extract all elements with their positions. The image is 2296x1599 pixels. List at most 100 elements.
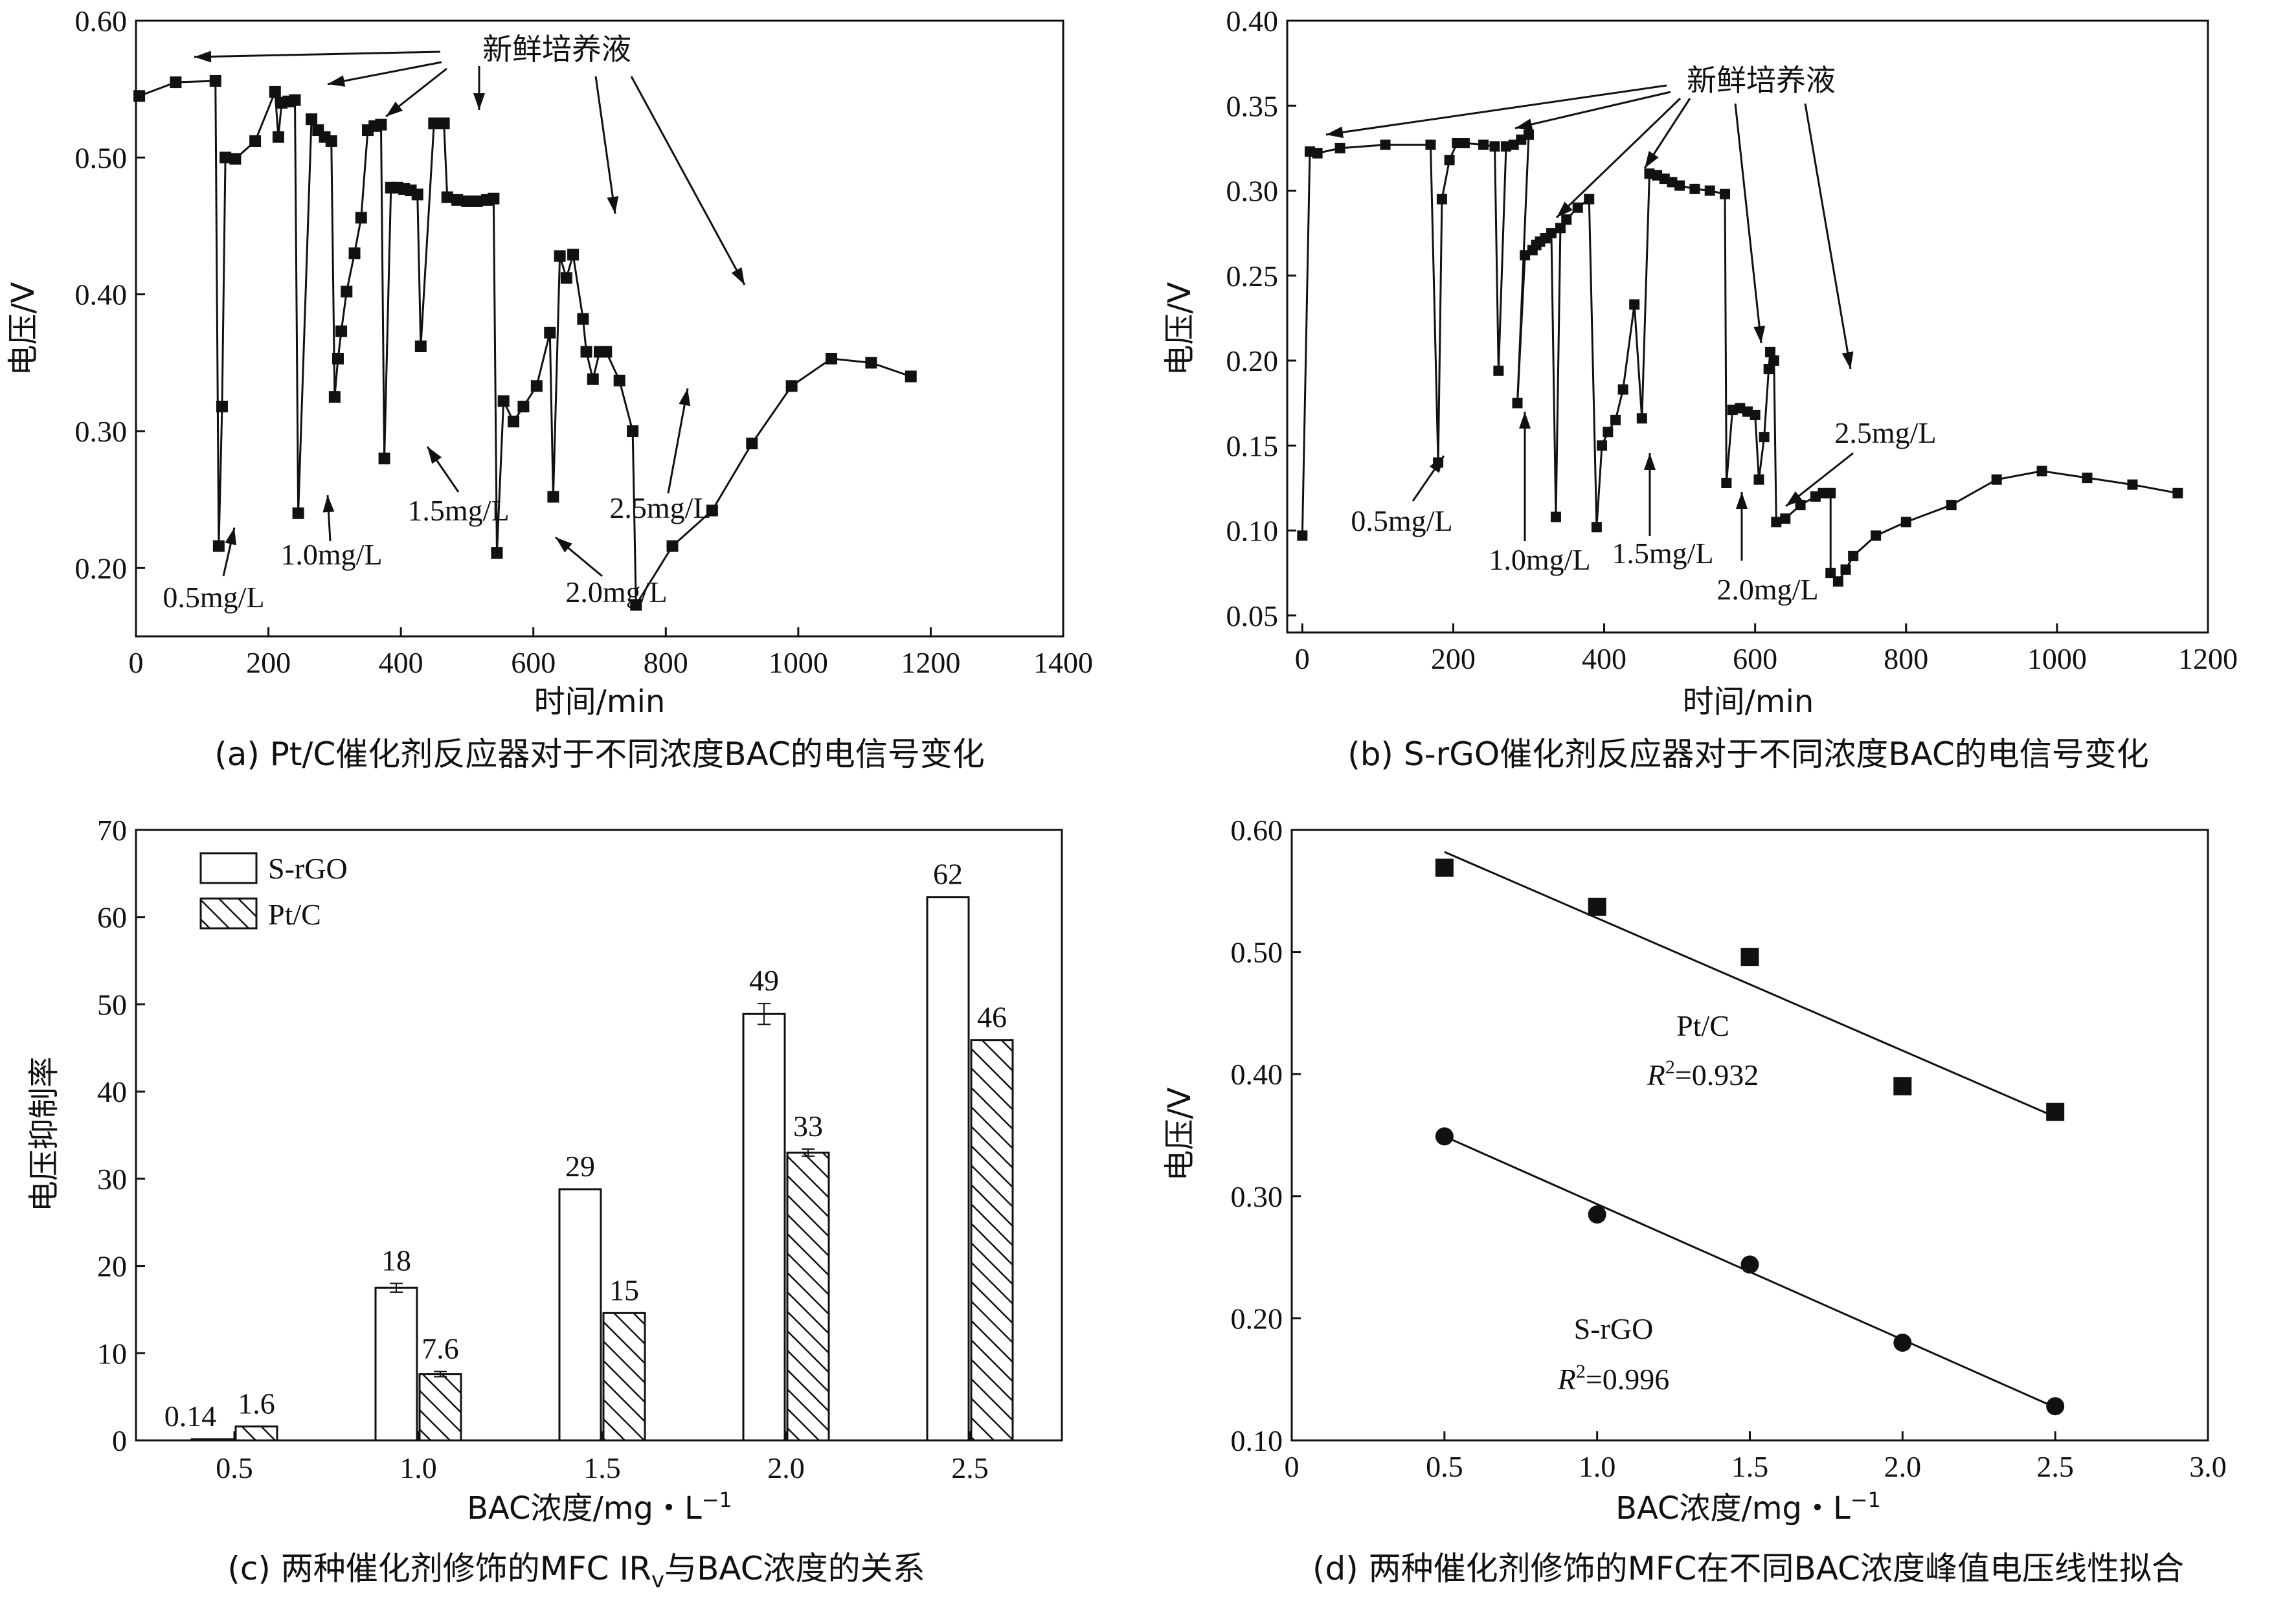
- x-tick-label: 0.5: [216, 1451, 253, 1484]
- r-squared-label: R2=0.996: [1557, 1361, 1670, 1396]
- fit-line-pt-c: [1444, 851, 2056, 1118]
- data-point-s-rgo: [2046, 1397, 2065, 1416]
- fresh-arrow-2: [1514, 91, 1671, 129]
- data-point: [1759, 432, 1770, 443]
- data-point: [1591, 522, 1602, 533]
- annotation-conc-2-0: 2.0mg/L: [565, 576, 667, 609]
- data-point: [414, 340, 427, 352]
- bar-pt-c: [786, 1151, 830, 1442]
- data-point: [1297, 530, 1308, 541]
- data-point: [348, 247, 361, 260]
- data-label: 0.14: [164, 1400, 217, 1433]
- legend: S-rGO Pt/C: [199, 852, 348, 931]
- data-point: [325, 135, 337, 147]
- arrow-conc-2-0-head: [1736, 492, 1748, 509]
- x-tick-label: 1200: [2178, 642, 2238, 675]
- fresh-arrow-3-head: [1557, 201, 1573, 218]
- data-label: 33: [793, 1110, 823, 1143]
- x-tick-label: 0: [1285, 1450, 1300, 1483]
- panel-caption: (d) 两种催化剂修饰的MFC在不同BAC浓度峰值电压线性拟合: [1312, 1550, 2184, 1587]
- data-point: [428, 117, 440, 129]
- panel-b: 0 200 400 600 800 1000 1200 0.05 0.10 0.15 0.20 0.2…: [1162, 5, 2238, 773]
- x-tick-label: 400: [1582, 642, 1626, 675]
- data-point: [269, 85, 281, 98]
- data-label: 7.6: [422, 1332, 459, 1365]
- y-tick-label: 0.40: [1226, 5, 1279, 38]
- x-tick-label: 0: [1295, 642, 1310, 675]
- y-tick-label: 50: [97, 988, 127, 1021]
- data-point: [1478, 139, 1489, 150]
- data-point: [1334, 142, 1345, 153]
- annotation-conc-2-5: 2.5mg/L: [609, 491, 711, 524]
- y-tick-label: 0: [112, 1424, 127, 1457]
- data-point-pt-c: [1435, 858, 1454, 877]
- legend-swatch-pt-c: [199, 897, 258, 930]
- data-point: [355, 212, 367, 224]
- fresh-arrow-1-head: [194, 50, 212, 63]
- y-tick-label: 20: [97, 1250, 127, 1283]
- x-tick-label: 2.5: [2036, 1450, 2074, 1483]
- arrow-conc-2-5-head: [1786, 491, 1803, 506]
- data-point: [567, 249, 580, 261]
- data-point: [544, 326, 556, 339]
- x-axis-label: 时间/min: [534, 684, 666, 720]
- data-point: [517, 400, 530, 412]
- y-axis-label: 电压/V: [5, 282, 41, 375]
- fresh-arrow-2: [327, 61, 442, 85]
- data-point: [1512, 397, 1523, 408]
- y-tick-label: 70: [97, 814, 127, 847]
- data-point: [488, 192, 500, 205]
- data-label: 46: [977, 1001, 1007, 1034]
- data-point: [341, 285, 353, 298]
- data-point: [1572, 202, 1583, 213]
- fresh-arrow-1: [194, 50, 441, 58]
- data-point: [2172, 487, 2183, 498]
- x-axis-label: 时间/min: [1683, 684, 1814, 720]
- x-tick-label: 400: [379, 646, 423, 679]
- arrow-conc-2-5-head: [679, 388, 691, 407]
- data-point: [2127, 479, 2138, 490]
- fresh-arrow-4-head: [473, 93, 485, 110]
- data-point-s-rgo: [1435, 1127, 1454, 1146]
- data-point: [1721, 478, 1732, 488]
- data-point: [666, 540, 679, 552]
- fresh-arrow-2-head: [328, 75, 346, 87]
- y-tick-label: 0.15: [1226, 429, 1279, 462]
- panel-caption: (a) Pt/C催化剂反应器对于不同浓度BAC的电信号变化: [214, 735, 985, 773]
- data-point: [1946, 500, 1957, 511]
- data-point: [1764, 346, 1775, 357]
- x-tick-label: 3.0: [2189, 1450, 2227, 1483]
- data-point: [577, 313, 589, 325]
- legend-label-s-rgo: S-rGO: [268, 852, 348, 885]
- x-tick-label: 1200: [901, 646, 960, 679]
- r-squared-label: R2=0.932: [1647, 1057, 1759, 1091]
- data-point: [1771, 517, 1782, 528]
- arrow-conc-1-0-head: [322, 495, 335, 513]
- x-tick-label: 1.5: [583, 1451, 621, 1484]
- plot-frame: [135, 19, 1064, 638]
- annotation-conc-1-0: 1.0mg/L: [1489, 543, 1590, 576]
- arrow-conc-0-5-head: [225, 528, 237, 546]
- data-point: [411, 188, 423, 201]
- data-point: [1617, 384, 1628, 395]
- data-point-s-rgo: [1893, 1334, 1912, 1352]
- legend-swatch-s-rgo: [199, 852, 258, 884]
- x-tick-label: 1.0: [400, 1451, 437, 1484]
- data-label: 29: [565, 1150, 595, 1183]
- bar-pt-c: [970, 1039, 1014, 1442]
- fresh-arrow-6: [1804, 103, 1852, 370]
- data-point: [441, 191, 453, 203]
- fresh-arrow-2-head: [1515, 118, 1533, 130]
- series-label: S-rGO: [1574, 1312, 1654, 1345]
- y-tick-label: 10: [97, 1337, 127, 1370]
- bar-pt-c: [234, 1425, 278, 1442]
- data-point: [212, 540, 225, 552]
- data-point-pt-c: [1893, 1077, 1912, 1096]
- data-point: [1380, 139, 1391, 150]
- data-point: [332, 352, 344, 364]
- data-point: [219, 151, 232, 164]
- x-tick-label: 600: [511, 646, 556, 679]
- data-point-s-rgo: [1588, 1205, 1606, 1224]
- fresh-arrow-1: [1325, 84, 1667, 136]
- bar-pt-c: [602, 1312, 646, 1442]
